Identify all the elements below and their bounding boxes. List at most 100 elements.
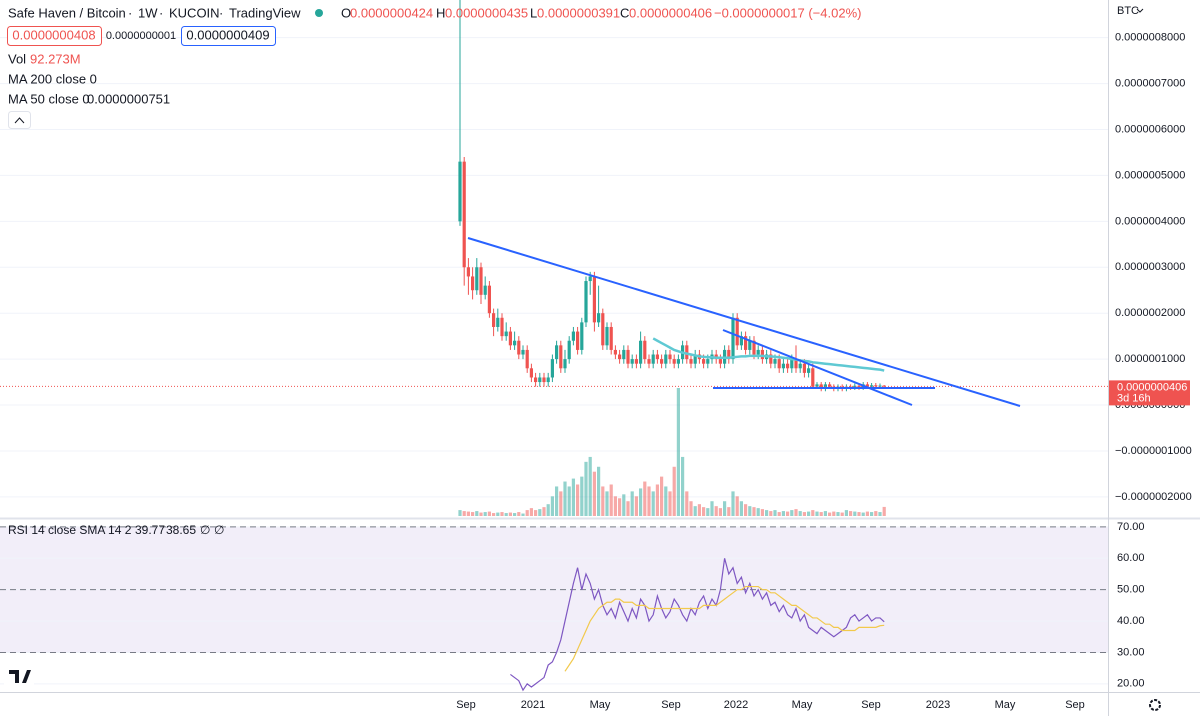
candle-body: [525, 349, 529, 369]
last-price-tag: [1109, 380, 1190, 406]
x-tick-label: 2022: [724, 699, 748, 711]
candle-body: [483, 285, 487, 295]
candle-body: [529, 368, 533, 378]
y-tick-label: 50.00: [1117, 584, 1145, 596]
countdown: 3d 16h: [1117, 392, 1151, 404]
trend-line[interactable]: [722, 329, 913, 406]
candle-body: [693, 354, 697, 364]
volume-bar: [844, 510, 848, 516]
y-tick-label: 0.0000004000: [1115, 215, 1185, 227]
volume-bar: [714, 506, 718, 516]
candle-body: [584, 281, 588, 323]
sell-button[interactable]: [7, 26, 102, 46]
ohlc-key: C: [620, 5, 629, 20]
separator: ·: [219, 5, 223, 20]
y-tick-label: 0.0000003000: [1115, 261, 1185, 273]
candle-body: [609, 326, 613, 350]
collapse-button[interactable]: [8, 111, 31, 129]
volume-bar: [546, 504, 550, 516]
volume-bar: [563, 481, 567, 516]
ohlc-value: 0.0000000391: [537, 5, 620, 20]
rsi-sma-value: 38.65: [166, 523, 196, 537]
volume-bar: [508, 512, 512, 516]
volume-bar: [865, 511, 869, 516]
trend-line[interactable]: [467, 237, 1021, 407]
x-tick-label: Sep: [1065, 699, 1085, 711]
change: −0.0000000017 (−4.02%): [714, 5, 861, 20]
volume-bar: [681, 456, 685, 516]
trend-lines: [467, 237, 1021, 407]
volume-bar: [870, 512, 874, 516]
candle-body: [643, 340, 647, 360]
volume-bar: [710, 501, 714, 516]
candle-body: [748, 340, 752, 350]
rsi-extra: ∅: [200, 523, 210, 537]
volume-bar: [861, 512, 865, 516]
rsi-line: [564, 585, 885, 672]
ohlc-value: 0.0000000424: [350, 5, 433, 20]
x-tick-label: Sep: [661, 699, 681, 711]
volume-bar: [466, 511, 470, 516]
volume-bar: [613, 496, 617, 516]
volume-bar: [798, 511, 802, 516]
candle-body: [462, 161, 466, 268]
y-tick-label: 60.00: [1117, 552, 1145, 564]
candle-body: [685, 345, 689, 360]
volume-bar: [601, 486, 605, 516]
volume-bar: [517, 512, 521, 516]
candle-body: [689, 359, 693, 364]
candle-body: [676, 359, 680, 364]
currency[interactable]: BTC: [1117, 5, 1139, 17]
volume-bar: [597, 466, 601, 516]
volume-bar: [655, 484, 659, 516]
rsi-extra: ∅: [214, 523, 224, 537]
last-price-label: 0.0000000406: [1117, 381, 1187, 393]
bid[interactable]: 0.0000000408: [12, 27, 95, 42]
ask[interactable]: 0.0000000409: [186, 27, 269, 42]
candle-body: [563, 359, 567, 369]
volume-bar: [823, 511, 827, 516]
candle-body: [479, 267, 483, 295]
x-tick-label: May: [590, 699, 611, 711]
x-tick-label: 2023: [926, 699, 950, 711]
volume-bar: [559, 491, 563, 516]
candle-body: [819, 384, 823, 389]
y-tick-label: 30.00: [1117, 646, 1145, 658]
candle-body: [471, 276, 475, 291]
volume-bar: [748, 506, 752, 516]
candle-body: [828, 384, 832, 387]
exchange: KUCOIN: [169, 5, 220, 20]
volume-bar: [609, 484, 613, 516]
x-tick-label: 2021: [521, 699, 545, 711]
volume-legend: Vol: [8, 51, 26, 66]
volume-bar: [668, 491, 672, 516]
volume-bar: [811, 510, 815, 516]
candle-body: [521, 349, 525, 355]
volume-bar: [689, 501, 693, 516]
volume-bar: [592, 471, 596, 516]
volume-bar: [697, 504, 701, 516]
volume-bar: [819, 512, 823, 516]
candle-body: [811, 368, 815, 387]
volume-bar: [786, 511, 790, 516]
y-tick-label: −0.0000002000: [1115, 491, 1192, 503]
volume-bar: [660, 476, 664, 516]
candle-body: [773, 359, 777, 364]
candle-body: [668, 354, 672, 360]
settings[interactable]: [1149, 699, 1161, 711]
volume-bar: [458, 510, 462, 516]
y-tick-label: 20.00: [1117, 678, 1145, 690]
volume-bar: [588, 456, 592, 516]
volume-bar: [723, 501, 727, 516]
volume-bar: [550, 496, 554, 516]
volume-bar: [836, 512, 840, 516]
buy-button[interactable]: [181, 26, 276, 46]
volume-bar: [471, 512, 475, 516]
volume-bar: [739, 501, 743, 516]
candle-body: [580, 322, 584, 350]
ohlc-key: O: [341, 5, 351, 20]
volume-bar: [479, 512, 483, 516]
candle-body: [508, 331, 512, 346]
market-status[interactable]: [315, 9, 323, 17]
volume-bar: [882, 506, 886, 516]
